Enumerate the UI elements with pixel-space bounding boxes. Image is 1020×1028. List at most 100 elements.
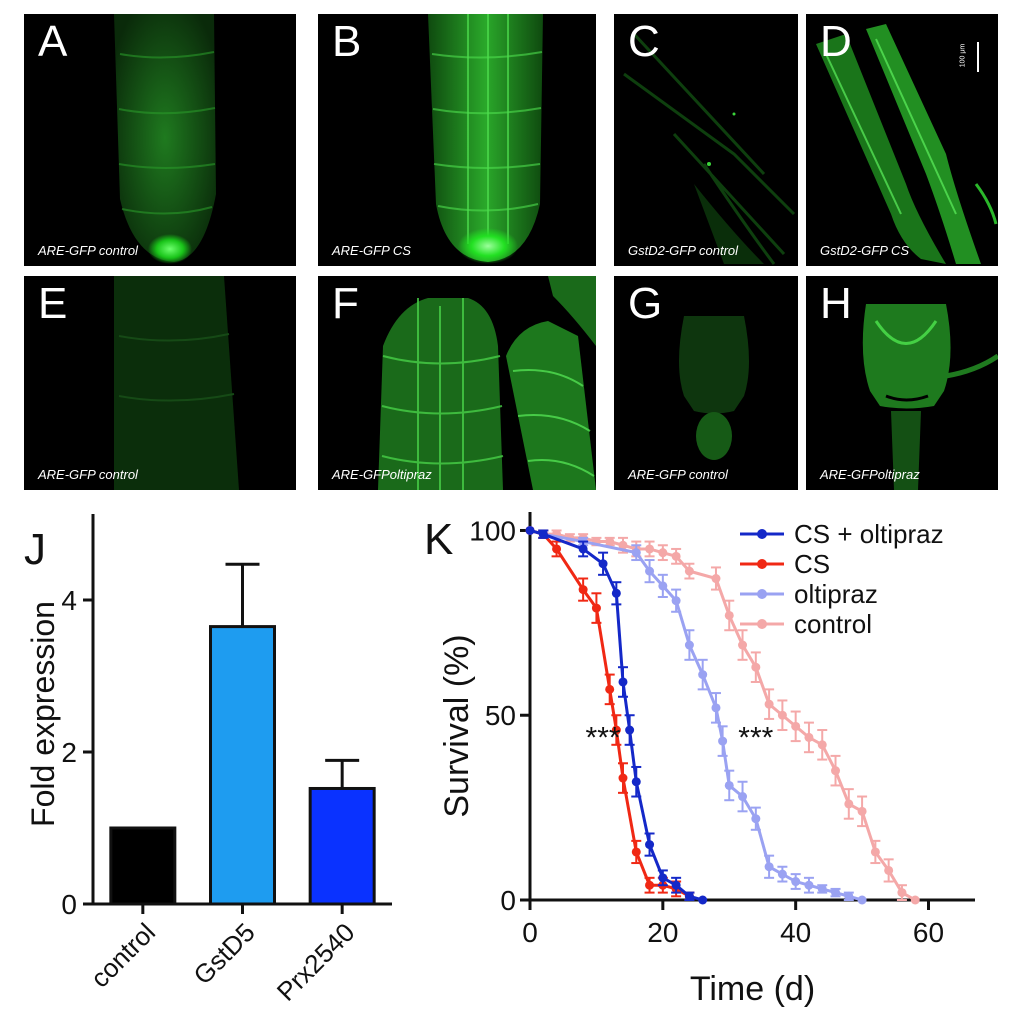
data-point-control bbox=[857, 806, 867, 816]
series-line-oltipraz bbox=[529, 529, 863, 902]
micrograph-panel-a: A ARE-GFP control bbox=[24, 14, 296, 266]
data-point-oltipraz bbox=[831, 888, 841, 898]
data-point-control bbox=[777, 710, 787, 720]
x-tick-label: 60 bbox=[913, 917, 944, 948]
y-axis-label: Fold expression bbox=[25, 601, 61, 827]
data-point-cs-oltipraz bbox=[598, 559, 608, 569]
data-point-control bbox=[724, 610, 734, 620]
micrograph-panel-c: C GstD2-GFP control bbox=[614, 14, 798, 266]
data-point-oltipraz bbox=[777, 869, 787, 879]
data-point-cs-oltipraz bbox=[578, 544, 588, 554]
data-point-cs-oltipraz bbox=[631, 777, 641, 787]
data-point-cs bbox=[552, 544, 562, 554]
significance-annotation: *** bbox=[738, 722, 773, 755]
data-point-cs bbox=[618, 773, 628, 783]
legend-label-oltipraz: oltipraz bbox=[794, 579, 878, 609]
scale-bar-label: 100 μm bbox=[959, 43, 967, 68]
data-point-oltipraz bbox=[658, 581, 668, 591]
data-point-control bbox=[658, 548, 668, 558]
panel-caption: GstD2-GFP CS bbox=[820, 243, 910, 258]
data-point-control bbox=[711, 574, 721, 584]
data-point-control bbox=[804, 732, 814, 742]
micrograph-panel-f: F ARE-GFPoltipraz bbox=[318, 276, 596, 490]
data-point-cs-oltipraz bbox=[671, 880, 681, 890]
legend-marker-control bbox=[757, 619, 767, 629]
data-point-control bbox=[764, 699, 774, 709]
data-point-oltipraz bbox=[764, 862, 774, 872]
y-tick-label: 4 bbox=[61, 585, 77, 616]
data-point-control bbox=[910, 895, 920, 905]
data-point-control bbox=[791, 721, 801, 731]
panel-letter: J bbox=[24, 525, 46, 574]
x-tick-label: GstD5 bbox=[187, 917, 260, 990]
data-point-oltipraz bbox=[684, 640, 694, 650]
tissue-fluorescence-image bbox=[623, 32, 796, 265]
panel-letter: G bbox=[628, 279, 663, 328]
x-tick-label: 20 bbox=[647, 917, 678, 948]
data-point-control bbox=[751, 662, 761, 672]
larva-fluorescence-image bbox=[428, 14, 543, 264]
significance-annotation: *** bbox=[586, 722, 621, 755]
head-fluorescence-image bbox=[679, 316, 749, 460]
data-point-oltipraz bbox=[751, 814, 761, 824]
data-point-cs-oltipraz bbox=[684, 891, 694, 901]
panel-caption: GstD2-GFP control bbox=[628, 243, 739, 258]
data-point-control bbox=[618, 540, 628, 550]
data-point-control bbox=[897, 888, 907, 898]
panel-letter: K bbox=[424, 515, 453, 564]
legend-label-cs-oltipraz: CS + oltipraz bbox=[794, 519, 944, 549]
data-point-control bbox=[671, 551, 681, 561]
legend-marker-cs-oltipraz bbox=[757, 529, 767, 539]
data-point-control bbox=[645, 544, 655, 554]
data-point-oltipraz bbox=[724, 780, 734, 790]
data-point-cs bbox=[645, 880, 655, 890]
data-point-cs-oltipraz bbox=[538, 529, 548, 539]
y-tick-label: 2 bbox=[61, 737, 77, 768]
x-tick-label: 0 bbox=[522, 917, 538, 948]
data-point-oltipraz bbox=[817, 884, 827, 894]
data-point-cs bbox=[605, 684, 615, 694]
bar-prx2540 bbox=[308, 786, 376, 906]
data-point-cs bbox=[578, 585, 588, 595]
data-point-control bbox=[831, 766, 841, 776]
data-point-oltipraz bbox=[791, 877, 801, 887]
larva-fluorescence-image bbox=[114, 276, 239, 490]
data-point-cs-oltipraz bbox=[625, 725, 635, 735]
x-tick-label: control bbox=[85, 917, 161, 993]
x-axis-label: Time (d) bbox=[690, 970, 815, 1008]
legend-marker-oltipraz bbox=[757, 589, 767, 599]
panel-caption: ARE-GFP control bbox=[628, 467, 728, 482]
panel-caption: ARE-GFPoltipraz bbox=[332, 467, 432, 482]
panel-letter: D bbox=[820, 17, 852, 66]
data-point-control bbox=[870, 847, 880, 857]
panel-letter: H bbox=[820, 279, 852, 328]
data-point-oltipraz bbox=[711, 703, 721, 713]
data-point-oltipraz bbox=[718, 736, 728, 746]
data-point-oltipraz bbox=[844, 891, 854, 901]
larva-fluorescence-image bbox=[378, 276, 596, 490]
data-point-cs-oltipraz bbox=[658, 873, 668, 883]
data-point-control bbox=[844, 799, 854, 809]
data-point-control bbox=[684, 566, 694, 576]
bar-control bbox=[109, 826, 177, 906]
x-tick-label: Prx2540 bbox=[271, 917, 361, 1007]
survival-line-chart: K 0 50 100 0 20 40 60 Time (d) Survival (%) CS + o… bbox=[424, 512, 975, 1008]
data-point-oltipraz bbox=[645, 566, 655, 576]
panel-caption: ARE-GFP control bbox=[38, 467, 138, 482]
x-tick-label: 40 bbox=[780, 917, 811, 948]
data-point-cs bbox=[591, 603, 601, 613]
panel-letter: C bbox=[628, 17, 660, 66]
data-point-cs bbox=[611, 725, 621, 735]
bar-gstd5 bbox=[209, 625, 276, 906]
head-fluorescence-image bbox=[862, 304, 998, 490]
data-point-oltipraz bbox=[857, 895, 867, 905]
y-tick-label: 0 bbox=[61, 889, 77, 920]
micrograph-panel-b: B ARE-GFP CS bbox=[318, 14, 596, 266]
data-point-cs-oltipraz bbox=[618, 677, 628, 687]
data-point-cs-oltipraz bbox=[525, 525, 535, 535]
panel-caption: ARE-GFP control bbox=[38, 243, 138, 258]
panel-letter: F bbox=[332, 279, 359, 328]
y-tick-label: 100 bbox=[469, 515, 516, 546]
micrograph-panel-d: D 100 μm GstD2-GFP CS bbox=[806, 14, 998, 266]
